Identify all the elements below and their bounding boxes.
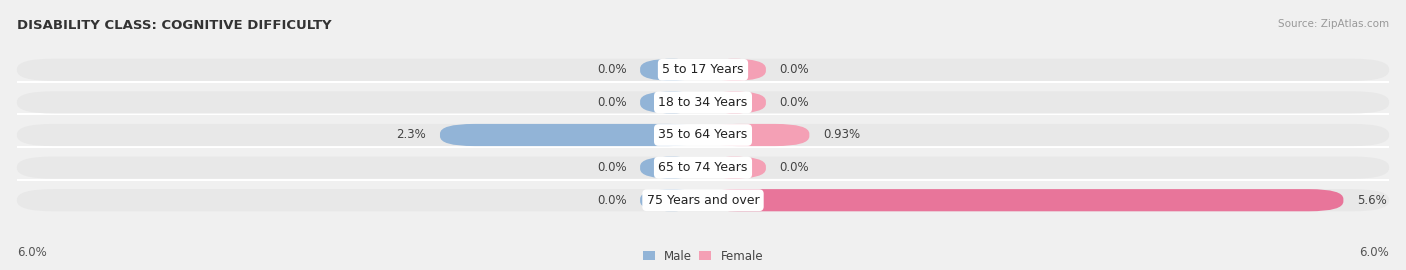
Text: 0.0%: 0.0%: [779, 63, 810, 76]
FancyBboxPatch shape: [17, 91, 1389, 113]
Legend: Male, Female: Male, Female: [638, 245, 768, 267]
Text: 65 to 74 Years: 65 to 74 Years: [658, 161, 748, 174]
FancyBboxPatch shape: [703, 189, 1343, 211]
FancyBboxPatch shape: [17, 59, 1389, 81]
FancyBboxPatch shape: [17, 124, 1389, 146]
FancyBboxPatch shape: [640, 91, 703, 113]
Text: 5.6%: 5.6%: [1357, 194, 1386, 207]
Text: 0.93%: 0.93%: [823, 129, 860, 141]
Text: 0.0%: 0.0%: [596, 194, 627, 207]
Text: 75 Years and over: 75 Years and over: [647, 194, 759, 207]
Text: 35 to 64 Years: 35 to 64 Years: [658, 129, 748, 141]
Text: 6.0%: 6.0%: [17, 246, 46, 259]
Text: DISABILITY CLASS: COGNITIVE DIFFICULTY: DISABILITY CLASS: COGNITIVE DIFFICULTY: [17, 19, 332, 32]
FancyBboxPatch shape: [17, 157, 1389, 179]
Text: 6.0%: 6.0%: [1360, 246, 1389, 259]
Text: 0.0%: 0.0%: [779, 96, 810, 109]
FancyBboxPatch shape: [703, 91, 766, 113]
Text: 18 to 34 Years: 18 to 34 Years: [658, 96, 748, 109]
FancyBboxPatch shape: [640, 189, 703, 211]
FancyBboxPatch shape: [703, 157, 766, 179]
Text: 0.0%: 0.0%: [596, 96, 627, 109]
FancyBboxPatch shape: [703, 59, 766, 81]
Text: Source: ZipAtlas.com: Source: ZipAtlas.com: [1278, 19, 1389, 29]
FancyBboxPatch shape: [703, 124, 810, 146]
Text: 5 to 17 Years: 5 to 17 Years: [662, 63, 744, 76]
FancyBboxPatch shape: [17, 189, 1389, 211]
Text: 0.0%: 0.0%: [779, 161, 810, 174]
Text: 0.0%: 0.0%: [596, 161, 627, 174]
FancyBboxPatch shape: [640, 59, 703, 81]
Text: 0.0%: 0.0%: [596, 63, 627, 76]
Text: 2.3%: 2.3%: [396, 129, 426, 141]
FancyBboxPatch shape: [440, 124, 703, 146]
FancyBboxPatch shape: [640, 157, 703, 179]
